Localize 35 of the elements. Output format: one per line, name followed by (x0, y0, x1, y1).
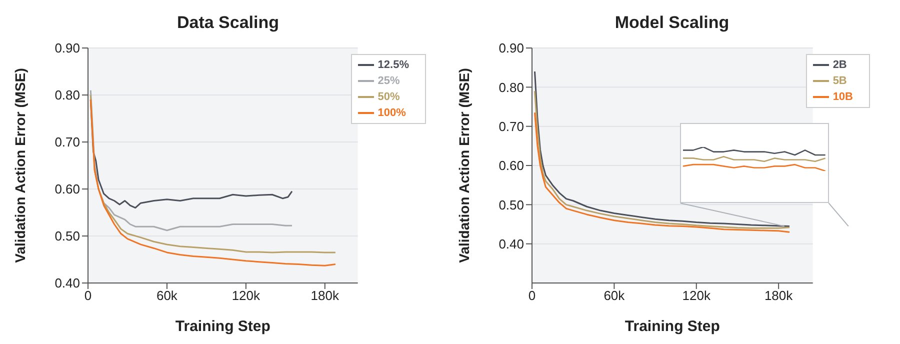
y-tick-label: 0.70 (498, 118, 524, 134)
x-tick-label: 60k (604, 288, 626, 304)
legend-label: 5B (832, 74, 847, 87)
y-tick-label: 0.60 (54, 182, 80, 197)
line-series (534, 112, 790, 233)
y-tick-label: 0.90 (498, 40, 524, 56)
y-tick-label: 0.80 (54, 88, 80, 103)
y-tick-label: 0.40 (54, 276, 80, 291)
x-tick-label: 0 (84, 288, 92, 304)
chart-title: Model Scaling (614, 12, 730, 34)
legend-label: 50% (378, 90, 400, 103)
y-tick-label: 0.90 (54, 40, 80, 56)
x-tick-label: 120k (232, 288, 261, 304)
x-tick-label: 60k (156, 288, 178, 304)
x-axis-title: Training Step (175, 318, 270, 335)
y-tick-label: 0.70 (54, 134, 80, 150)
x-tick-label: 120k (682, 288, 711, 304)
legend-label: 25% (378, 74, 400, 87)
y-tick-label: 0.80 (498, 80, 524, 95)
y-axis-title: Validation Action Error (MSE) (12, 68, 28, 263)
line-series (90, 90, 293, 232)
x-axis-title: Training Step (624, 318, 720, 335)
y-tick-label: 0.40 (498, 236, 524, 252)
legend-label: 100% (378, 106, 406, 119)
x-tick-label: 0 (528, 288, 536, 304)
y-axis-title: Validation Action Error (MSE) (456, 68, 472, 263)
y-tick-label: 0.60 (498, 158, 524, 174)
y-tick-label: 0.50 (498, 197, 524, 212)
x-tick-label: 180k (764, 288, 794, 304)
x-tick-label: 180k (310, 288, 340, 304)
legend-label: 10B (832, 90, 853, 103)
legend-label: 12.5% (378, 58, 409, 71)
chart-title: Data Scaling (176, 12, 280, 34)
y-tick-label: 0.50 (54, 228, 80, 244)
legend-label: 2B (832, 58, 847, 71)
